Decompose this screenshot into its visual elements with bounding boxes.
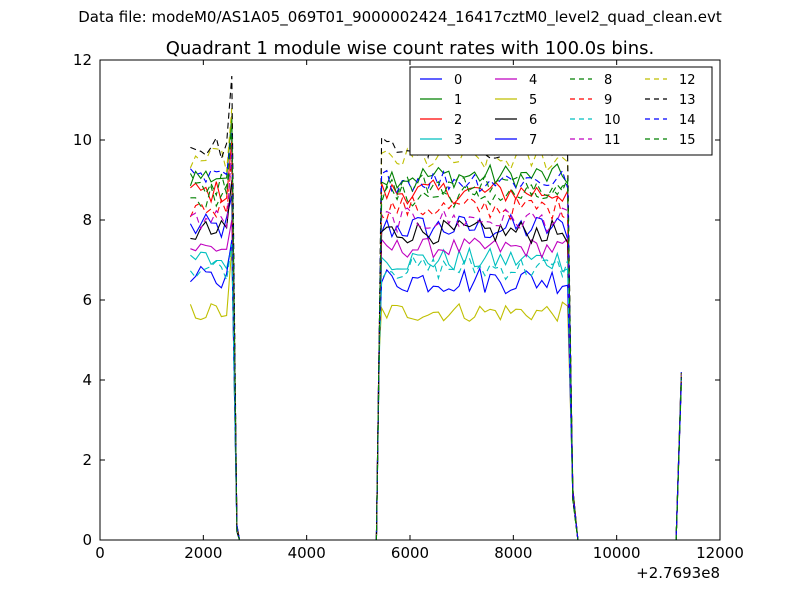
x-tick-label: 6000 <box>391 544 429 562</box>
x-offset-label: +2.7693e8 <box>636 564 720 582</box>
x-tick-label: 8000 <box>494 544 532 562</box>
series-line-15 <box>189 127 682 541</box>
series-line-2 <box>190 139 682 541</box>
series-line-7 <box>190 239 682 541</box>
x-tick-label: 0 <box>95 544 105 562</box>
series-line-8 <box>190 163 682 541</box>
legend-box <box>409 66 713 156</box>
x-tick-label: 10000 <box>593 544 641 562</box>
legend-label-13: 13 <box>679 93 696 108</box>
series-line-12 <box>189 107 682 541</box>
x-tick-label: 12000 <box>696 544 744 562</box>
legend-label-8: 8 <box>604 73 612 88</box>
legend-label-12: 12 <box>679 73 696 88</box>
y-tick-label: 10 <box>73 131 92 149</box>
legend-label-0: 0 <box>454 73 462 88</box>
y-tick-label: 12 <box>73 51 92 69</box>
series-line-10 <box>189 243 682 541</box>
series-line-14 <box>189 131 682 541</box>
y-tick-label: 0 <box>82 531 92 549</box>
series-line-5 <box>189 247 682 541</box>
series-line-0 <box>189 195 682 541</box>
x-tick-label: 2000 <box>184 544 222 562</box>
series-line-6 <box>190 179 682 541</box>
legend-label-15: 15 <box>679 133 696 148</box>
legend-label-2: 2 <box>454 113 462 128</box>
legend-label-5: 5 <box>529 93 537 108</box>
series-line-3 <box>190 243 682 541</box>
legend-label-7: 7 <box>529 133 537 148</box>
series-line-11 <box>190 147 682 541</box>
x-tick-label: 4000 <box>288 544 326 562</box>
legend-label-14: 14 <box>679 113 696 128</box>
legend-label-9: 9 <box>604 93 612 108</box>
y-tick-label: 6 <box>82 291 92 309</box>
legend-label-4: 4 <box>529 73 537 88</box>
chart-title: Quadrant 1 module wise count rates with … <box>166 38 655 59</box>
legend-label-6: 6 <box>529 113 537 128</box>
y-tick-label: 2 <box>82 451 92 469</box>
legend-label-3: 3 <box>454 133 462 148</box>
series-line-9 <box>189 159 682 541</box>
y-tick-label: 8 <box>82 211 92 229</box>
legend-label-10: 10 <box>604 113 621 128</box>
y-tick-label: 4 <box>82 371 92 389</box>
figure-suptitle: Data file: modeM0/AS1A05_069T01_90000024… <box>78 8 722 26</box>
legend-label-11: 11 <box>604 133 621 148</box>
legend-label-1: 1 <box>454 93 462 108</box>
